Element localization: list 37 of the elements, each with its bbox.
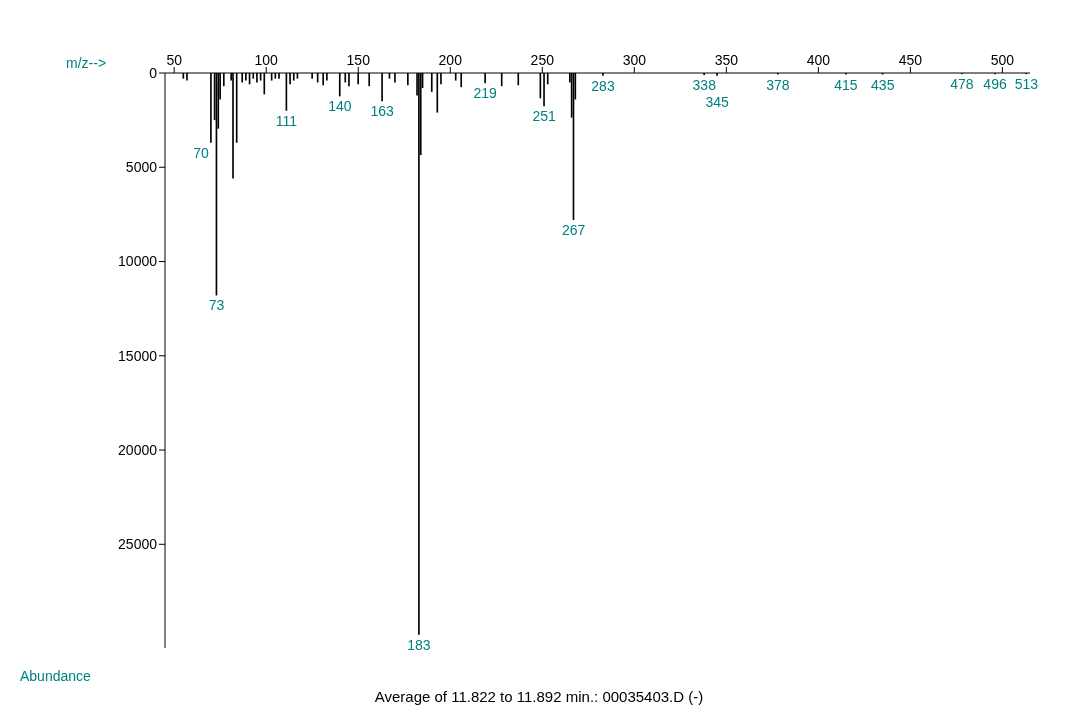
annotation: 435: [871, 76, 895, 93]
annotation: 140: [328, 98, 352, 115]
y-tick-label: 20000: [118, 442, 158, 459]
y-tick-label: 5000: [125, 159, 158, 176]
annotation: 415: [834, 76, 858, 93]
annotation: 163: [370, 103, 395, 120]
annotation: 283: [591, 77, 615, 94]
y-axis-title: Abundance: [20, 668, 91, 684]
x-tick-label: 200: [438, 52, 463, 68]
x-tick-label: 500: [990, 52, 1015, 68]
annotation: 219: [473, 85, 498, 102]
annotation: 496: [983, 76, 1007, 93]
x-tick-label: 350: [714, 52, 739, 68]
annotation: 73: [208, 297, 225, 314]
annotation: 111: [275, 112, 298, 129]
y-tick-label: 25000: [118, 536, 158, 553]
text: Average of 11.822 to 11.892 min.: 00035403.D (-): [374, 688, 704, 705]
annotation: 513: [1014, 76, 1039, 93]
y-tick-label: 0: [149, 64, 158, 81]
annotation: 267: [561, 222, 586, 239]
y-tick-label: 10000: [118, 253, 158, 270]
x-tick-label: 150: [346, 52, 371, 68]
y-tick-label: 15000: [118, 347, 158, 364]
x-tick-label: 250: [530, 52, 555, 68]
annotation: 478: [950, 76, 974, 93]
x-tick-label: 50: [166, 52, 183, 68]
x-tick-label: 100: [254, 52, 279, 68]
annotation: 345: [705, 93, 730, 110]
annotation: 378: [766, 76, 790, 93]
x-tick-label: 400: [806, 52, 831, 68]
x-tick-label: 450: [898, 52, 923, 68]
x-axis-title: m/z-->: [66, 55, 107, 71]
annotation: 251: [532, 108, 557, 125]
annotation: 338: [692, 76, 717, 93]
annotation: 70: [193, 144, 210, 161]
annotation: 183: [407, 636, 431, 653]
x-tick-label: 300: [622, 52, 647, 68]
